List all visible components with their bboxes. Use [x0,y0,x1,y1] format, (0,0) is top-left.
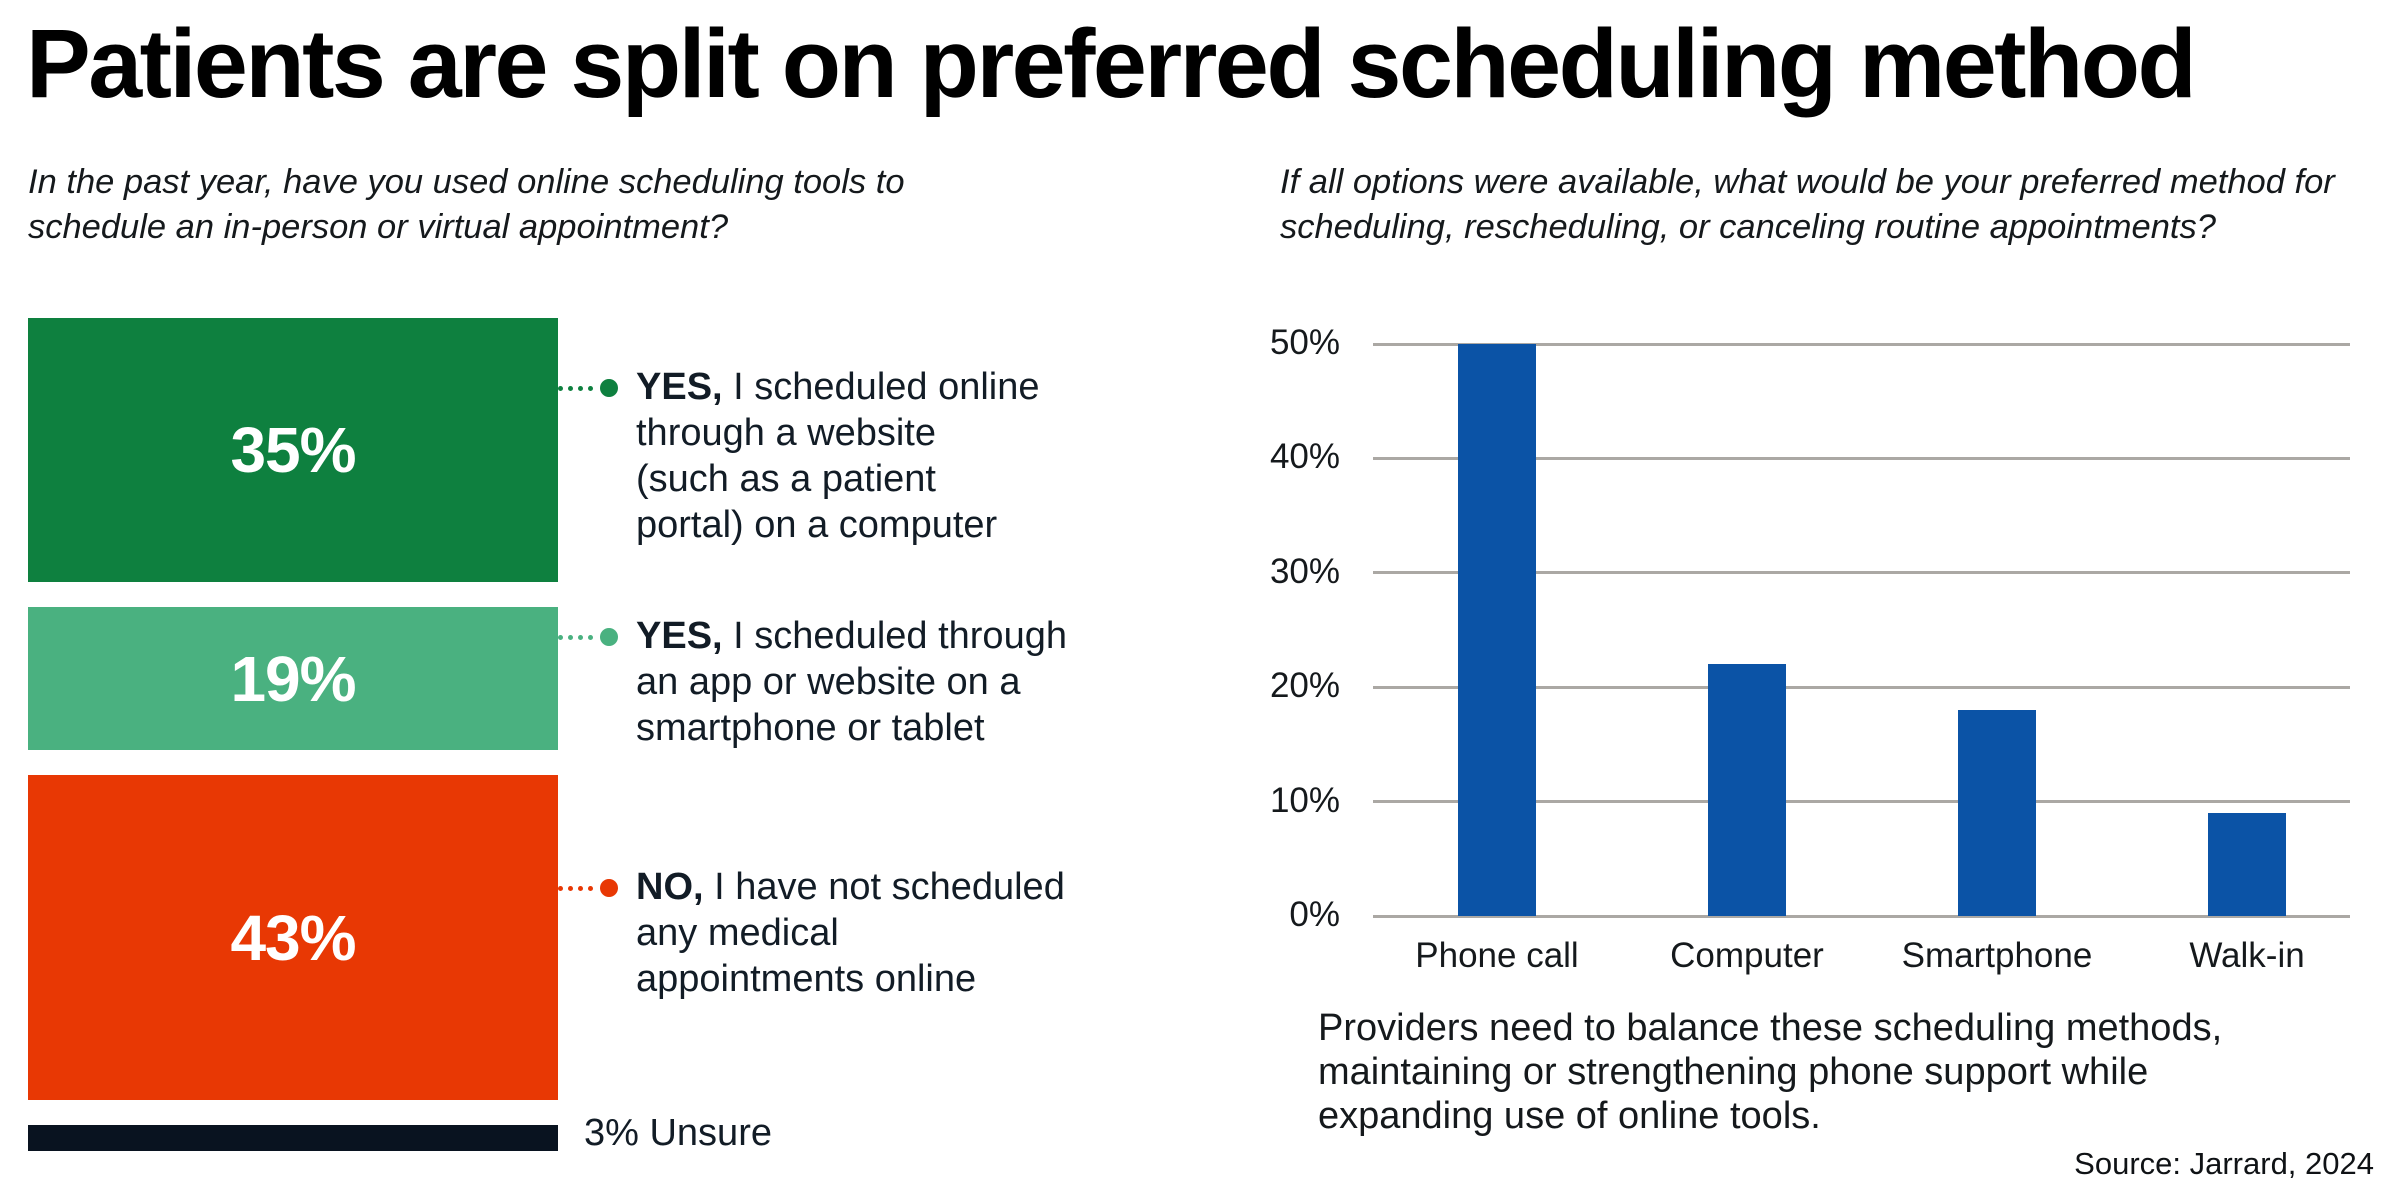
segment-label-2: NO, I have not scheduled any medical appoi… [636,866,1065,1000]
source-credit: Source: Jarrard, 2024 [2074,1146,2374,1181]
leader-dot-icon [568,385,573,391]
grid-line-50 [1373,342,2350,346]
leader-dot-icon [558,885,563,891]
segment-label-0: YES, I scheduled online through a website… [636,366,1040,546]
segment-bar-2: 43% [28,775,558,1100]
y-axis-tick-label: 30% [1269,551,1340,591]
leader-dot-icon [558,385,563,391]
leader-dot-icon [588,634,593,640]
grid-line-30 [1373,571,2350,575]
segment-value-label: 43% [230,901,356,974]
segment-value-label: 19% [230,642,356,715]
leader-dot-icon [588,385,593,391]
leader-dot-icon [578,385,583,391]
unsure-bar-label: 3% Unsure [584,1112,772,1154]
x-axis-category-label: Smartphone [1901,936,2093,975]
grid-line-40 [1373,456,2350,460]
bar-smartphone [1958,710,2036,916]
bar-computer [1708,664,1786,916]
x-axis-category-label: Walk-in [2189,936,2305,975]
segment-bar-3 [28,1125,558,1151]
leader-dot-icon [578,885,583,891]
leader-line-2 [558,879,618,897]
bar-walk-in [2208,813,2286,916]
y-axis-tick-label: 0% [1289,895,1340,934]
segment-label-bold: YES, [636,615,723,657]
right-chart-question: If all options were available, what woul… [1280,163,2335,246]
y-axis-tick-label: 40% [1269,437,1340,477]
segment-label-bold: NO, [636,866,704,908]
y-axis-tick-label: 50% [1269,323,1340,362]
leader-bullet-icon [600,379,618,397]
segment-label-bold: YES, [636,366,723,408]
leader-dot-icon [558,634,563,640]
segment-label-1: YES, I scheduled through an app or websit… [636,615,1067,749]
leader-dot-icon [578,634,583,640]
left-chart-question: In the past year, have you used online s… [28,163,905,246]
proportion-bar-stack: 35% 19% 43% [28,318,558,1151]
leader-dot-icon [568,885,573,891]
grid-line-20 [1373,685,2350,689]
segment-bar-0: 35% [28,318,558,582]
page-title: Patients are split on preferred scheduli… [26,9,2197,118]
bar-phone-call [1458,344,1536,916]
grid-line-0 [1373,914,2350,918]
leader-line-1 [558,628,618,646]
leader-bullet-icon [600,628,618,646]
leader-dot-icon [568,634,573,640]
leader-line-0 [558,379,618,397]
y-axis-tick-label: 20% [1269,666,1340,706]
leader-bullet-icon [600,879,618,897]
grid-line-10 [1373,800,2350,804]
segment-value-label: 35% [230,414,356,486]
y-axis-tick-label: 10% [1269,780,1340,820]
chart-caption: Providers need to balance these scheduli… [1318,1007,2223,1137]
x-axis-category-label: Phone call [1415,936,1579,975]
x-axis-category-label: Computer [1670,936,1824,975]
segment-bar-1: 19% [28,607,558,750]
leader-dot-icon [588,885,593,891]
